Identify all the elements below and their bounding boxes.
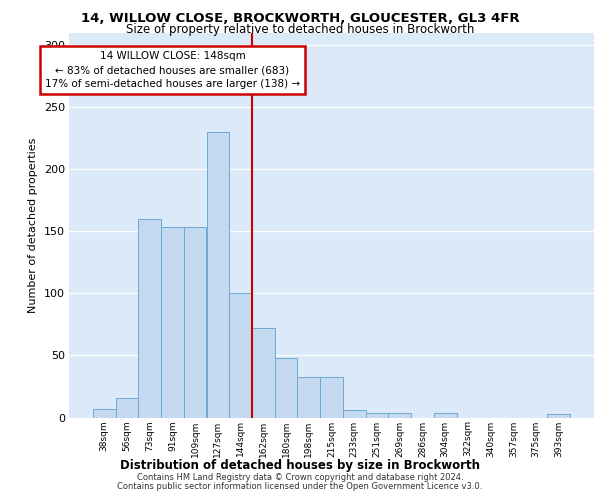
Bar [388, 412, 411, 418]
Text: Size of property relative to detached houses in Brockworth: Size of property relative to detached ho… [126, 22, 474, 36]
Text: 14 WILLOW CLOSE: 148sqm
← 83% of detached houses are smaller (683)
17% of semi-d: 14 WILLOW CLOSE: 148sqm ← 83% of detache… [45, 51, 300, 89]
Bar [93, 409, 116, 418]
Bar [365, 412, 388, 418]
Bar [229, 294, 252, 418]
Bar [434, 412, 457, 418]
Bar [139, 219, 161, 418]
Text: Distribution of detached houses by size in Brockworth: Distribution of detached houses by size … [120, 460, 480, 472]
Bar [298, 376, 320, 418]
Bar [252, 328, 275, 418]
Bar [320, 376, 343, 418]
Bar [206, 132, 229, 418]
Bar [161, 228, 184, 418]
Text: 14, WILLOW CLOSE, BROCKWORTH, GLOUCESTER, GL3 4FR: 14, WILLOW CLOSE, BROCKWORTH, GLOUCESTER… [80, 12, 520, 26]
Bar [184, 228, 206, 418]
Bar [275, 358, 298, 418]
Bar [547, 414, 570, 418]
Text: Contains public sector information licensed under the Open Government Licence v3: Contains public sector information licen… [118, 482, 482, 491]
Bar [343, 410, 365, 418]
Bar [116, 398, 139, 417]
Text: Contains HM Land Registry data © Crown copyright and database right 2024.: Contains HM Land Registry data © Crown c… [137, 474, 463, 482]
Y-axis label: Number of detached properties: Number of detached properties [28, 138, 38, 312]
